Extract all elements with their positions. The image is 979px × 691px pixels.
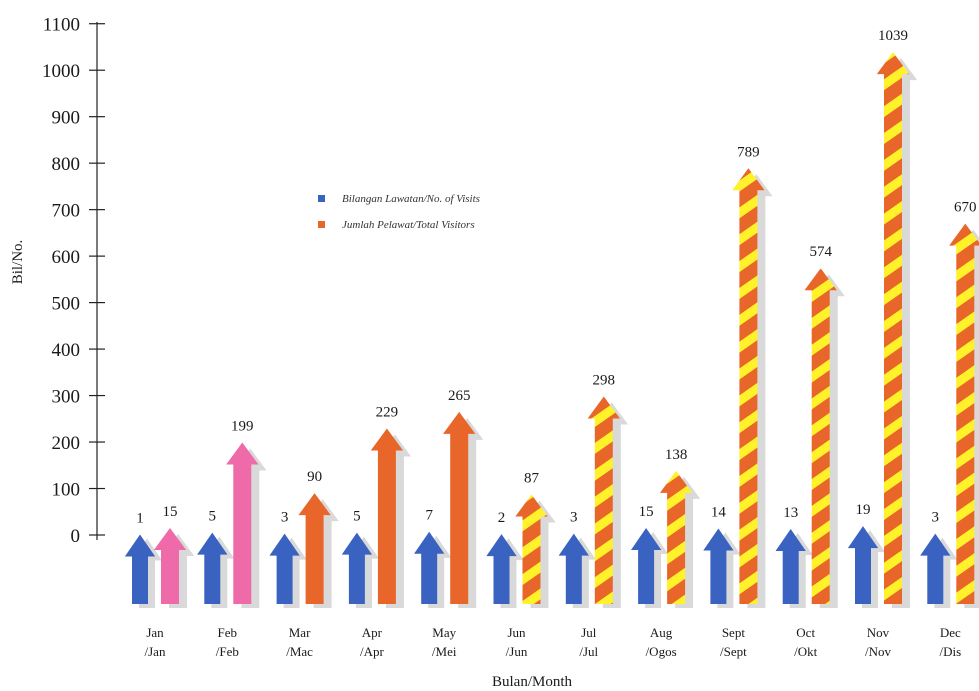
x-tick-label: Apr (362, 625, 383, 640)
value-label-visits: 19 (856, 502, 871, 518)
y-tick-label: 400 (52, 340, 81, 361)
value-label-visitors: 138 (665, 447, 688, 463)
legend: Bilangan Lawatan/No. of Visits Jumlah Pe… (318, 193, 480, 231)
y-tick-label: 1100 (43, 15, 80, 36)
x-tick-label: /Sept (720, 644, 747, 659)
value-label-visitors: 670 (954, 200, 977, 216)
value-label-visitors: 265 (448, 388, 471, 404)
y-tick-label: 100 (52, 480, 81, 501)
bar-visitors (370, 428, 404, 604)
value-label-visits: 1 (136, 511, 144, 527)
value-label-visitors: 789 (737, 144, 760, 160)
x-tick-label: /Mac (286, 644, 313, 659)
value-label-visitors: 199 (231, 419, 254, 435)
value-label-visits: 3 (570, 510, 578, 526)
legend-item-visits: Bilangan Lawatan/No. of Visits (318, 193, 480, 205)
legend-label-visits: Bilangan Lawatan/No. of Visits (342, 193, 480, 205)
x-tick-label: Dec (940, 625, 961, 640)
x-tick-label: Sept (722, 625, 746, 640)
y-tick-label: 0 (71, 526, 81, 547)
bar-visits (920, 533, 951, 604)
value-label-visitors: 87 (524, 471, 540, 487)
y-tick-label: 200 (52, 433, 81, 454)
y-tick-label: 300 (52, 387, 81, 408)
bar-visits (558, 533, 589, 604)
value-label-visitors: 574 (809, 244, 832, 260)
bar-visitors (443, 411, 476, 604)
x-tick-label: /Jan (145, 644, 166, 659)
x-tick-label: Feb (218, 625, 238, 640)
bar-visitors (876, 52, 910, 604)
bar-visits (269, 533, 300, 604)
y-tick-label: 800 (52, 154, 81, 175)
value-label-visits: 3 (932, 510, 940, 526)
legend-label-visitors: Jumlah Pelawat/Total Visitors (342, 219, 475, 231)
x-tick-label: May (432, 625, 456, 640)
x-tick-label: /Jun (506, 644, 528, 659)
bar-visits (124, 534, 156, 604)
value-label-visits: 7 (425, 508, 433, 524)
value-label-visitors: 229 (376, 405, 399, 421)
y-tick-label: 900 (52, 108, 81, 129)
legend-item-visitors: Jumlah Pelawat/Total Visitors (318, 219, 475, 231)
value-label-visitors: 298 (593, 372, 616, 388)
value-label-visits: 14 (711, 504, 727, 520)
bar-visits (703, 528, 734, 604)
bar-visits (630, 528, 662, 604)
bar-visits (847, 526, 879, 604)
y-tick-label: 600 (52, 247, 81, 268)
x-tick-label: /Dis (939, 644, 961, 659)
value-labels-layer: 1 15 5 199 3 90 5 229 7 265 2 87 3 298 15 138 14 789 13 574… (136, 28, 976, 526)
y-tick-label: 1000 (42, 61, 80, 82)
bar-visits (775, 528, 806, 604)
x-tick-label: Aug (650, 625, 673, 640)
bar-visits (414, 531, 445, 604)
legend-swatch-visitors (318, 221, 325, 228)
x-tick-label: /Okt (794, 644, 818, 659)
value-label-visitors: 90 (307, 469, 322, 485)
bar-visitors (515, 494, 548, 604)
x-tick-label: Oct (796, 625, 815, 640)
x-tick-label: /Ogos (646, 644, 677, 659)
x-tick-label: Jun (507, 625, 526, 640)
bar-visits (197, 532, 228, 604)
bar-visits (486, 534, 517, 604)
value-label-visits: 5 (209, 509, 217, 525)
bar-visitors (949, 223, 979, 604)
bar-visitors (226, 442, 259, 604)
y-tick-label: 700 (52, 201, 81, 222)
x-tick-label: Jul (581, 625, 597, 640)
x-tick-label: /Feb (216, 644, 239, 659)
y-axis: 0 100 200 300 400 500 600 700 800 900 1000 1100 (42, 15, 105, 547)
value-label-visits: 3 (281, 510, 289, 526)
bar-visitors (587, 396, 620, 604)
value-label-visits: 5 (353, 509, 361, 525)
value-label-visits: 2 (498, 510, 506, 526)
bar-visitors (804, 268, 837, 604)
x-tick-label: /Apr (360, 644, 385, 659)
bar-visits (341, 532, 373, 604)
x-tick-label: Mar (289, 625, 311, 640)
x-tick-label: /Nov (865, 644, 892, 659)
x-tick-label: /Jul (579, 644, 598, 659)
value-label-visitors: 15 (163, 504, 178, 520)
bar-visitors (659, 470, 693, 604)
value-label-visits: 15 (639, 504, 654, 520)
x-axis-title: Bulan/Month (492, 674, 573, 690)
value-label-visits: 13 (783, 505, 798, 521)
bar-visitors (732, 168, 765, 604)
x-tick-label: Nov (867, 625, 890, 640)
bar-visitors (298, 493, 331, 604)
bars-layer (124, 52, 979, 608)
x-tick-labels-layer: Jan/Jan Feb/Feb Mar/Mac Apr/Apr May/Mei Jun/J… (145, 625, 962, 659)
value-label-visitors: 1039 (878, 28, 908, 44)
x-tick-label: /Mei (432, 644, 457, 659)
y-axis-title: Bil/No. (10, 240, 26, 285)
bar-visitors (153, 528, 187, 604)
y-tick-label: 500 (52, 294, 81, 315)
legend-swatch-visits (318, 195, 325, 202)
x-tick-label: Jan (146, 625, 164, 640)
